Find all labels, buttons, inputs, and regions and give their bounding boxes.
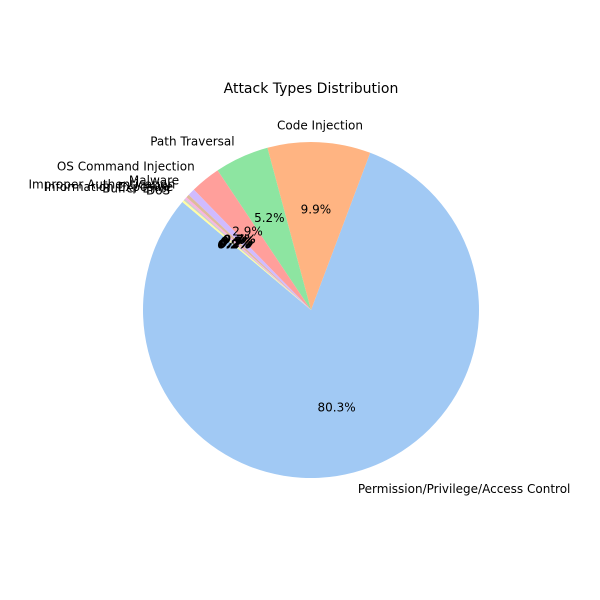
pie-slice-improper-authentication — [186, 194, 311, 310]
category-label: Permission/Privilege/Access Control — [358, 482, 571, 496]
pie-slice-information-exposure — [185, 197, 311, 310]
pie-slice-path-traversal — [217, 147, 311, 310]
percent-label: 0.2% — [219, 236, 252, 250]
category-label: Malware — [129, 173, 179, 187]
category-label: DoS — [146, 183, 170, 197]
pie-slice-permission-privilege-access-control — [143, 152, 480, 479]
percent-label: 0.2% — [218, 237, 251, 251]
category-label: Buffer Error — [102, 182, 172, 196]
pie-slices — [143, 142, 480, 479]
pie-slice-code-injection — [267, 142, 371, 310]
percent-label: 5.2% — [254, 211, 285, 225]
percent-label: 0.2% — [218, 238, 251, 252]
pie-labels: Permission/Privilege/Access Control 80.3%… — [28, 118, 570, 495]
percent-label: 80.3% — [317, 401, 355, 415]
category-label: Path Traversal — [150, 135, 234, 149]
percent-label: 0.3% — [220, 235, 253, 249]
percent-label: 2.9% — [232, 225, 263, 239]
pie-slice-malware — [188, 189, 311, 310]
category-label: Information Exposure — [44, 180, 173, 194]
category-label: Code Injection — [277, 118, 363, 132]
percent-label: 0.7% — [222, 232, 255, 246]
pie-slice-dos — [182, 200, 311, 310]
pie-slice-buffer-error — [183, 198, 311, 310]
percent-label: 9.9% — [301, 202, 332, 216]
category-label: OS Command Injection — [57, 159, 195, 173]
pie-slice-os-command-injection — [193, 170, 311, 310]
chart-title: Attack Types Distribution — [224, 81, 399, 97]
category-label: Improper Authentication — [28, 178, 175, 192]
